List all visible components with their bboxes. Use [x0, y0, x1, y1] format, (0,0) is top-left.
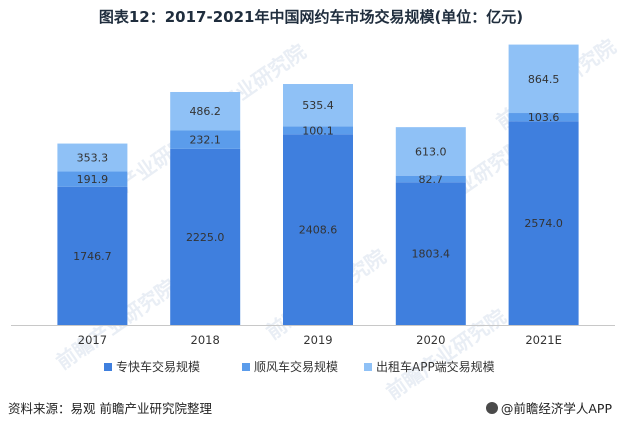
data-label: 100.1 [302, 124, 334, 137]
x-tick-labels: 2017 2018 2019 2020 2021E [78, 333, 562, 347]
legend-swatch [104, 363, 112, 371]
bar-segment [508, 44, 579, 114]
bar-segment [283, 134, 353, 325]
bar-segment [170, 91, 241, 131]
data-label: 2574.0 [524, 217, 563, 230]
bar-segment [57, 186, 128, 325]
data-label: 864.5 [528, 73, 560, 86]
data-label: 486.2 [189, 105, 221, 118]
legend-label: 出租车APP端交易规模 [376, 359, 495, 374]
data-label: 232.1 [189, 134, 221, 147]
data-label: 613.0 [415, 145, 447, 158]
brand-logo-icon [485, 402, 498, 414]
bar-segment [57, 143, 128, 172]
data-label: 1803.4 [412, 248, 451, 261]
bar-segment [170, 130, 241, 149]
bar-segment [170, 148, 241, 325]
data-label: 103.6 [528, 111, 560, 124]
x-tick-label: 2017 [78, 333, 107, 347]
bar-segment [395, 175, 466, 183]
brand-label: @前瞻经济学人APP [500, 401, 612, 416]
page-title: 图表12：2017-2021年中国网约车市场交易规模(单位：亿元) [98, 8, 524, 26]
x-tick-label: 2019 [303, 333, 332, 347]
bar-segment [395, 182, 466, 325]
data-label: 2408.6 [299, 224, 338, 237]
data-label: 353.3 [77, 152, 109, 165]
bar-segment [57, 171, 128, 187]
legend-label: 顺风车交易规模 [254, 359, 338, 374]
bar-segment [283, 84, 353, 127]
bar-segment [508, 113, 579, 122]
legend: 专快车交易规模 顺风车交易规模 出租车APP端交易规模 [104, 359, 495, 374]
legend-swatch [242, 363, 250, 371]
bar-segment [508, 121, 579, 325]
brand: @前瞻经济学人APP [485, 398, 612, 417]
bars: 1746.7 191.9 353.3 2225.0 232.1 486.2 2408.6 10… [57, 44, 579, 325]
bar-segment [395, 127, 466, 176]
legend-label: 专快车交易规模 [116, 359, 200, 374]
x-tick-label: 2021E [525, 333, 562, 347]
data-label: 191.9 [77, 173, 109, 186]
x-tick-label: 2018 [191, 333, 220, 347]
bar-segment [283, 126, 353, 135]
source-note: 资料来源：易观 前瞻产业研究院整理 [8, 401, 212, 416]
data-label: 535.4 [302, 99, 334, 112]
data-label: 82.7 [419, 173, 444, 186]
data-label: 2225.0 [186, 231, 225, 244]
data-label: 1746.7 [73, 250, 112, 263]
legend-swatch [364, 363, 372, 371]
x-tick-label: 2020 [416, 333, 445, 347]
